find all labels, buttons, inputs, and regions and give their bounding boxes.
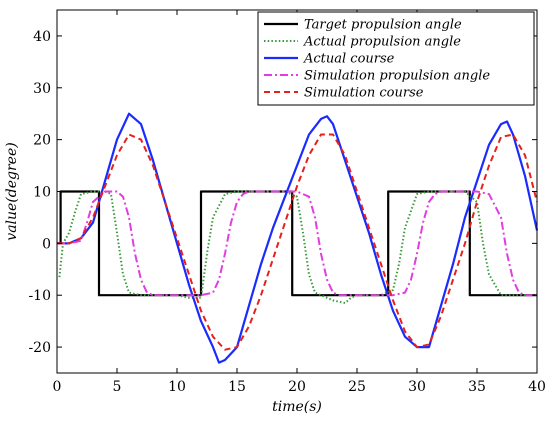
legend-box — [257, 11, 535, 106]
x-tick-label: 20 — [288, 379, 306, 395]
legend-entry-label: Simulation propulsion angle — [304, 69, 490, 84]
legend-entry-label: Actual propulsion angle — [303, 35, 461, 50]
series-line-actual-course — [57, 112, 539, 364]
legend-entry-label: Actual course — [303, 52, 395, 67]
series-line-actual-propulsion-angle — [58, 190, 537, 304]
x-axis-label: time(s) — [272, 399, 322, 415]
x-tick-label: 30 — [408, 379, 426, 395]
legend: Target propulsion angle Actual propulsion… — [257, 11, 535, 106]
legend-entry-label: Simulation course — [304, 86, 424, 101]
y-tick-label: 20 — [33, 133, 51, 149]
x-tick-label: 35 — [468, 379, 486, 395]
y-tick-label: -10 — [28, 288, 51, 304]
y-tick-label: 10 — [33, 185, 51, 201]
x-tick-label: 25 — [348, 379, 366, 395]
x-tick-label: 0 — [53, 379, 62, 395]
series-line-simulation-course — [57, 133, 538, 351]
ticks-layer: 0 5 10 15 20 25 30 35 40 -20 -10 0 10 20 30 40 — [28, 10, 546, 395]
x-tick-label: 40 — [528, 379, 546, 395]
legend-entry-label: Target propulsion angle — [304, 18, 462, 33]
y-tick-label: -20 — [28, 340, 51, 356]
y-axis-label: value(degree) — [4, 142, 20, 240]
y-tick-label: 40 — [33, 29, 51, 45]
x-tick-label: 15 — [228, 379, 246, 395]
series-layer — [57, 112, 539, 364]
x-tick-label: 5 — [113, 379, 122, 395]
series-line-simulation-propulsion-angle — [57, 190, 537, 297]
y-tick-label: 0 — [42, 236, 51, 252]
x-tick-label: 10 — [168, 379, 186, 395]
y-tick-label: 30 — [33, 81, 51, 97]
